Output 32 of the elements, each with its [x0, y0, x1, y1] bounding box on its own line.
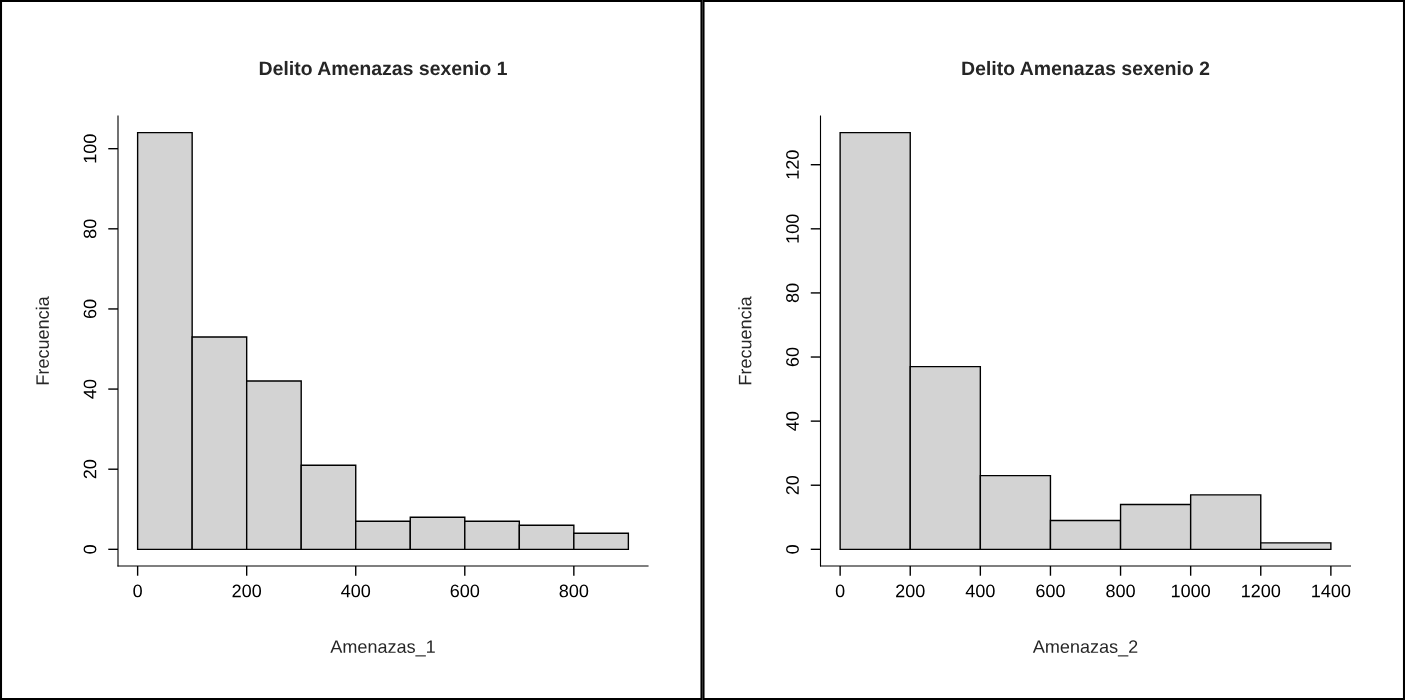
y-tick-label: 80 — [83, 219, 97, 239]
y-axis-title: Frecuencia — [738, 296, 752, 385]
y-tick-label: 0 — [786, 545, 799, 554]
x-tick-label: 800 — [559, 584, 589, 598]
x-tick-label: 800 — [1106, 584, 1135, 598]
x-tick-label: 1200 — [1242, 584, 1281, 598]
x-axis-title: Amenazas_1 — [330, 640, 435, 657]
y-tick-label: 20 — [786, 475, 799, 495]
x-tick-label: 0 — [133, 584, 142, 598]
y-tick-label: 60 — [786, 347, 799, 367]
y-tick-label: 60 — [83, 299, 97, 319]
x-tick-label: 400 — [965, 584, 995, 598]
x-tick-label: 600 — [450, 584, 480, 598]
y-tick-label: 100 — [83, 134, 97, 163]
x-tick-label: 200 — [896, 584, 925, 598]
x-tick-label: 600 — [1036, 584, 1065, 598]
x-tick-label: 200 — [232, 584, 262, 598]
y-tick-label: 80 — [786, 283, 799, 303]
x-tick-label: 0 — [835, 584, 845, 598]
chart-title: Delito Amenazas sexenio 1 — [259, 60, 507, 76]
x-tick-label: 1000 — [1171, 584, 1211, 598]
y-tick-label: 40 — [83, 379, 97, 399]
y-tick-label: 0 — [83, 545, 97, 554]
chart-title: Delito Amenazas sexenio 2 — [962, 60, 1210, 76]
y-tick-label: 120 — [786, 150, 799, 179]
x-axis-title: Amenazas_2 — [1032, 640, 1138, 657]
y-tick-label: 100 — [786, 214, 799, 243]
y-tick-label: 20 — [83, 459, 97, 479]
x-tick-label: 1400 — [1312, 584, 1351, 598]
y-axis-title: Frecuencia — [35, 296, 49, 385]
y-tick-label: 40 — [786, 411, 799, 431]
x-tick-label: 400 — [341, 584, 371, 598]
